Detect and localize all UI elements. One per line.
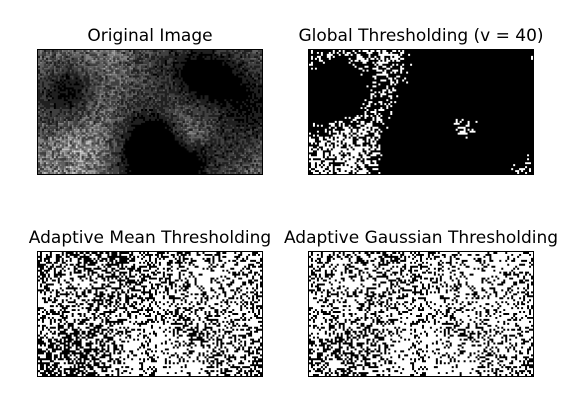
texture-pixels: [38, 50, 262, 174]
adaptive-mean-image: [37, 251, 263, 377]
texture-pixels: [38, 50, 262, 174]
panel-title-adaptive-mean: Adaptive Mean Thresholding: [28, 228, 272, 248]
texture-pixels: [69, 146, 82, 169]
texture-pixels: [309, 50, 533, 174]
global-threshold-image: [308, 49, 534, 175]
panel-background: [309, 50, 533, 174]
adaptive-mean-canvas: [38, 252, 262, 376]
adaptive-gaussian-canvas: [309, 252, 533, 376]
original-image-canvas: [38, 50, 262, 174]
panel-title-original: Original Image: [87, 26, 213, 46]
texture-pixels: [309, 252, 533, 376]
texture-pixels: [43, 134, 98, 174]
global-threshold-canvas: [309, 50, 533, 174]
texture-pixels: [38, 50, 262, 174]
panel-title-global: Global Thresholding (v = 40): [298, 26, 544, 46]
original-image: [37, 49, 263, 175]
texture-pixels: [38, 50, 262, 174]
panel-title-adaptive-gaussian: Adaptive Gaussian Thresholding: [283, 228, 559, 248]
adaptive-gaussian-image: [308, 251, 534, 377]
texture-pixels: [38, 252, 262, 376]
